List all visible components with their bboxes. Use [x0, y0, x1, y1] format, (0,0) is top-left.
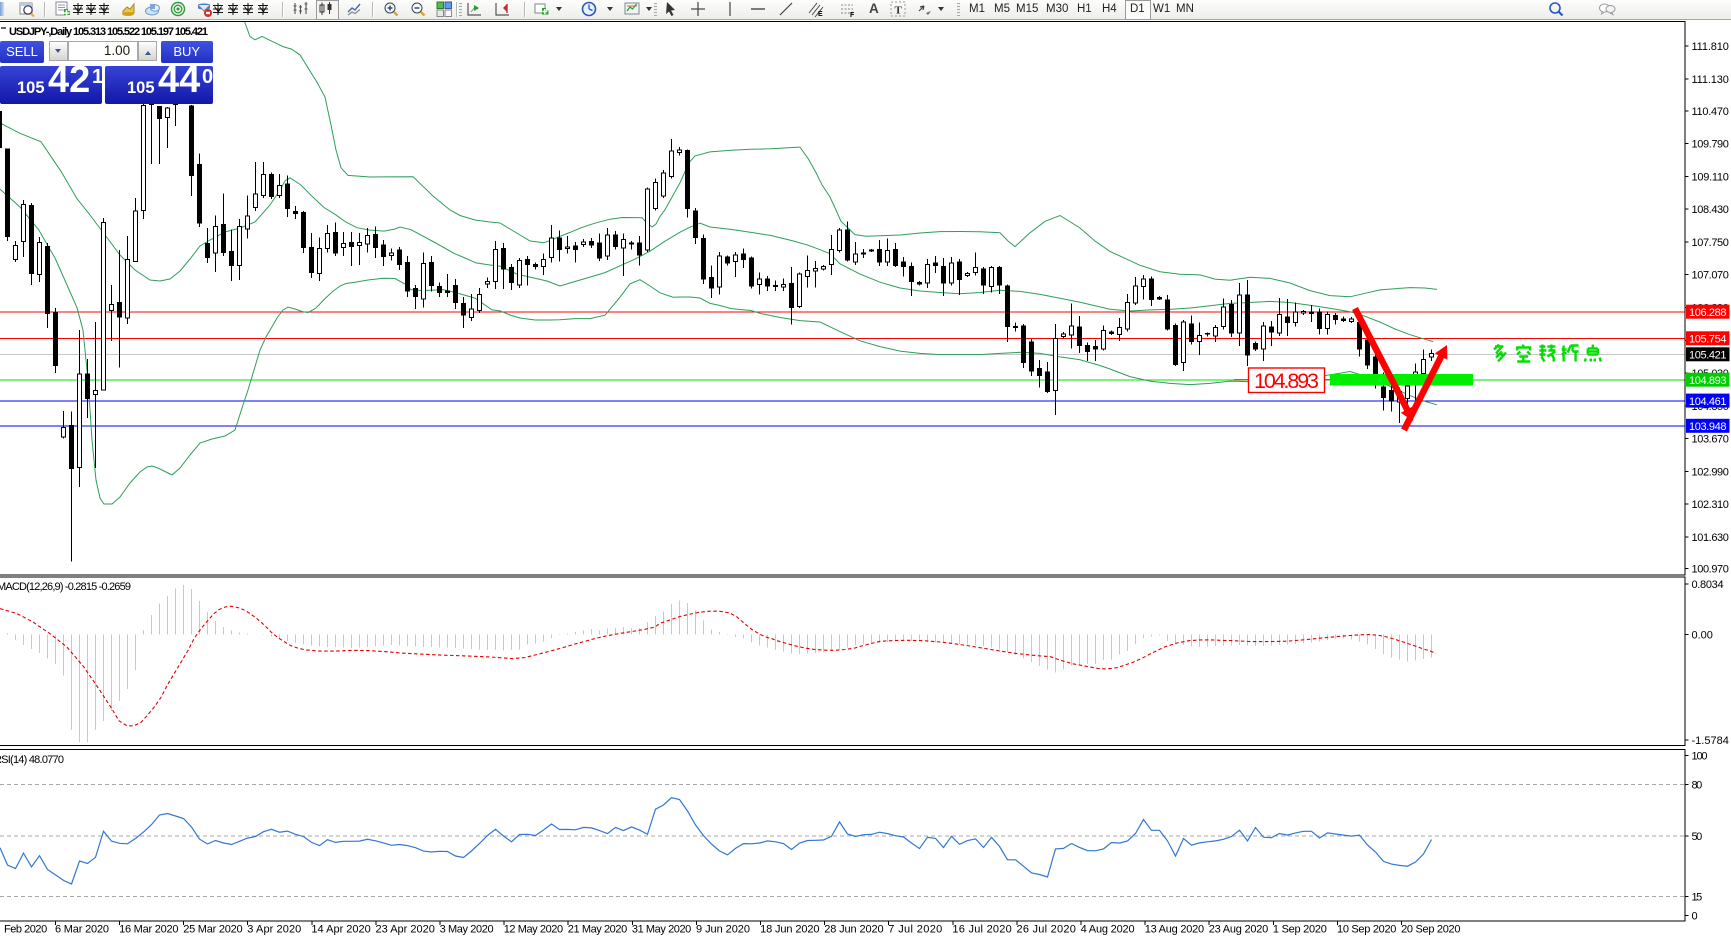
- svg-text:12 May 2020: 12 May 2020: [504, 924, 563, 936]
- svg-text:25 Mar 2020: 25 Mar 2020: [183, 924, 242, 936]
- svg-text:28 Jun 2020: 28 Jun 2020: [824, 924, 883, 936]
- svg-text:105.421: 105.421: [1689, 350, 1727, 362]
- svg-text:106.288: 106.288: [1689, 307, 1727, 319]
- svg-text:-1.5784: -1.5784: [1692, 735, 1729, 747]
- svg-text:110.470: 110.470: [1692, 106, 1729, 118]
- svg-text:23 Apr 2020: 23 Apr 2020: [376, 924, 435, 936]
- svg-text:20 Sep 2020: 20 Sep 2020: [1401, 924, 1460, 936]
- svg-text:16 Mar 2020: 16 Mar 2020: [119, 924, 178, 936]
- svg-text:7 Jul 2020: 7 Jul 2020: [888, 924, 942, 936]
- svg-text:111.130: 111.130: [1692, 74, 1729, 86]
- svg-text:80: 80: [1692, 780, 1703, 792]
- svg-text:104.461: 104.461: [1689, 396, 1727, 408]
- svg-text:15: 15: [1692, 891, 1703, 903]
- svg-text:109.790: 109.790: [1692, 139, 1729, 151]
- svg-text:103.670: 103.670: [1692, 434, 1729, 446]
- svg-text:104.893: 104.893: [1689, 375, 1727, 387]
- svg-text:26 Jul 2020: 26 Jul 2020: [1017, 924, 1076, 936]
- svg-text:Feb 2020: Feb 2020: [4, 924, 47, 936]
- svg-text:13 Aug 2020: 13 Aug 2020: [1145, 924, 1204, 936]
- svg-text:21 May 2020: 21 May 2020: [568, 924, 627, 936]
- svg-text:103.948: 103.948: [1689, 421, 1727, 433]
- svg-text:31 May 2020: 31 May 2020: [632, 924, 691, 936]
- svg-text:F: F: [850, 12, 855, 18]
- svg-text:109.110: 109.110: [1692, 171, 1729, 183]
- svg-text:23 Aug 2020: 23 Aug 2020: [1209, 924, 1268, 936]
- svg-text:100: 100: [1692, 751, 1708, 763]
- svg-text:6 Mar 2020: 6 Mar 2020: [55, 924, 109, 936]
- svg-text:T: T: [895, 5, 903, 17]
- svg-text:18 Jun 2020: 18 Jun 2020: [760, 924, 819, 936]
- svg-text:1 Sep 2020: 1 Sep 2020: [1273, 924, 1327, 936]
- svg-text:3 May 2020: 3 May 2020: [440, 924, 494, 936]
- svg-text:10 Sep 2020: 10 Sep 2020: [1337, 924, 1396, 936]
- svg-text:50: 50: [1692, 831, 1703, 843]
- svg-text:102.990: 102.990: [1692, 466, 1729, 478]
- svg-text:9 Jun 2020: 9 Jun 2020: [696, 924, 750, 936]
- svg-text:3 Apr 2020: 3 Apr 2020: [247, 924, 301, 936]
- svg-text:107.750: 107.750: [1692, 237, 1729, 249]
- svg-text:E: E: [818, 11, 823, 18]
- svg-text:0.8034: 0.8034: [1692, 579, 1724, 591]
- svg-text:4 Aug 2020: 4 Aug 2020: [1081, 924, 1135, 936]
- svg-text:RSI(14) 48.0770: RSI(14) 48.0770: [0, 754, 64, 766]
- svg-text:USDJPY-,Daily 105.313 105.522: USDJPY-,Daily 105.313 105.522 105.197 10…: [9, 26, 208, 38]
- svg-text:111.810: 111.810: [1692, 41, 1729, 53]
- svg-text:14 Apr 2020: 14 Apr 2020: [311, 924, 370, 936]
- svg-text:102.310: 102.310: [1692, 499, 1729, 511]
- svg-text:105.754: 105.754: [1689, 334, 1727, 346]
- svg-text:100.970: 100.970: [1692, 564, 1729, 576]
- svg-text:108.430: 108.430: [1692, 204, 1729, 216]
- svg-text:16 Jul 2020: 16 Jul 2020: [952, 924, 1011, 936]
- svg-text:101.630: 101.630: [1692, 532, 1729, 544]
- svg-text:0.00: 0.00: [1692, 629, 1713, 641]
- svg-text:0: 0: [1692, 911, 1698, 923]
- svg-text:MACD(12,26,9) -0.2815 -0.2659: MACD(12,26,9) -0.2815 -0.2659: [0, 581, 131, 593]
- svg-text:104.893: 104.893: [1254, 369, 1319, 393]
- svg-text:107.070: 107.070: [1692, 270, 1729, 282]
